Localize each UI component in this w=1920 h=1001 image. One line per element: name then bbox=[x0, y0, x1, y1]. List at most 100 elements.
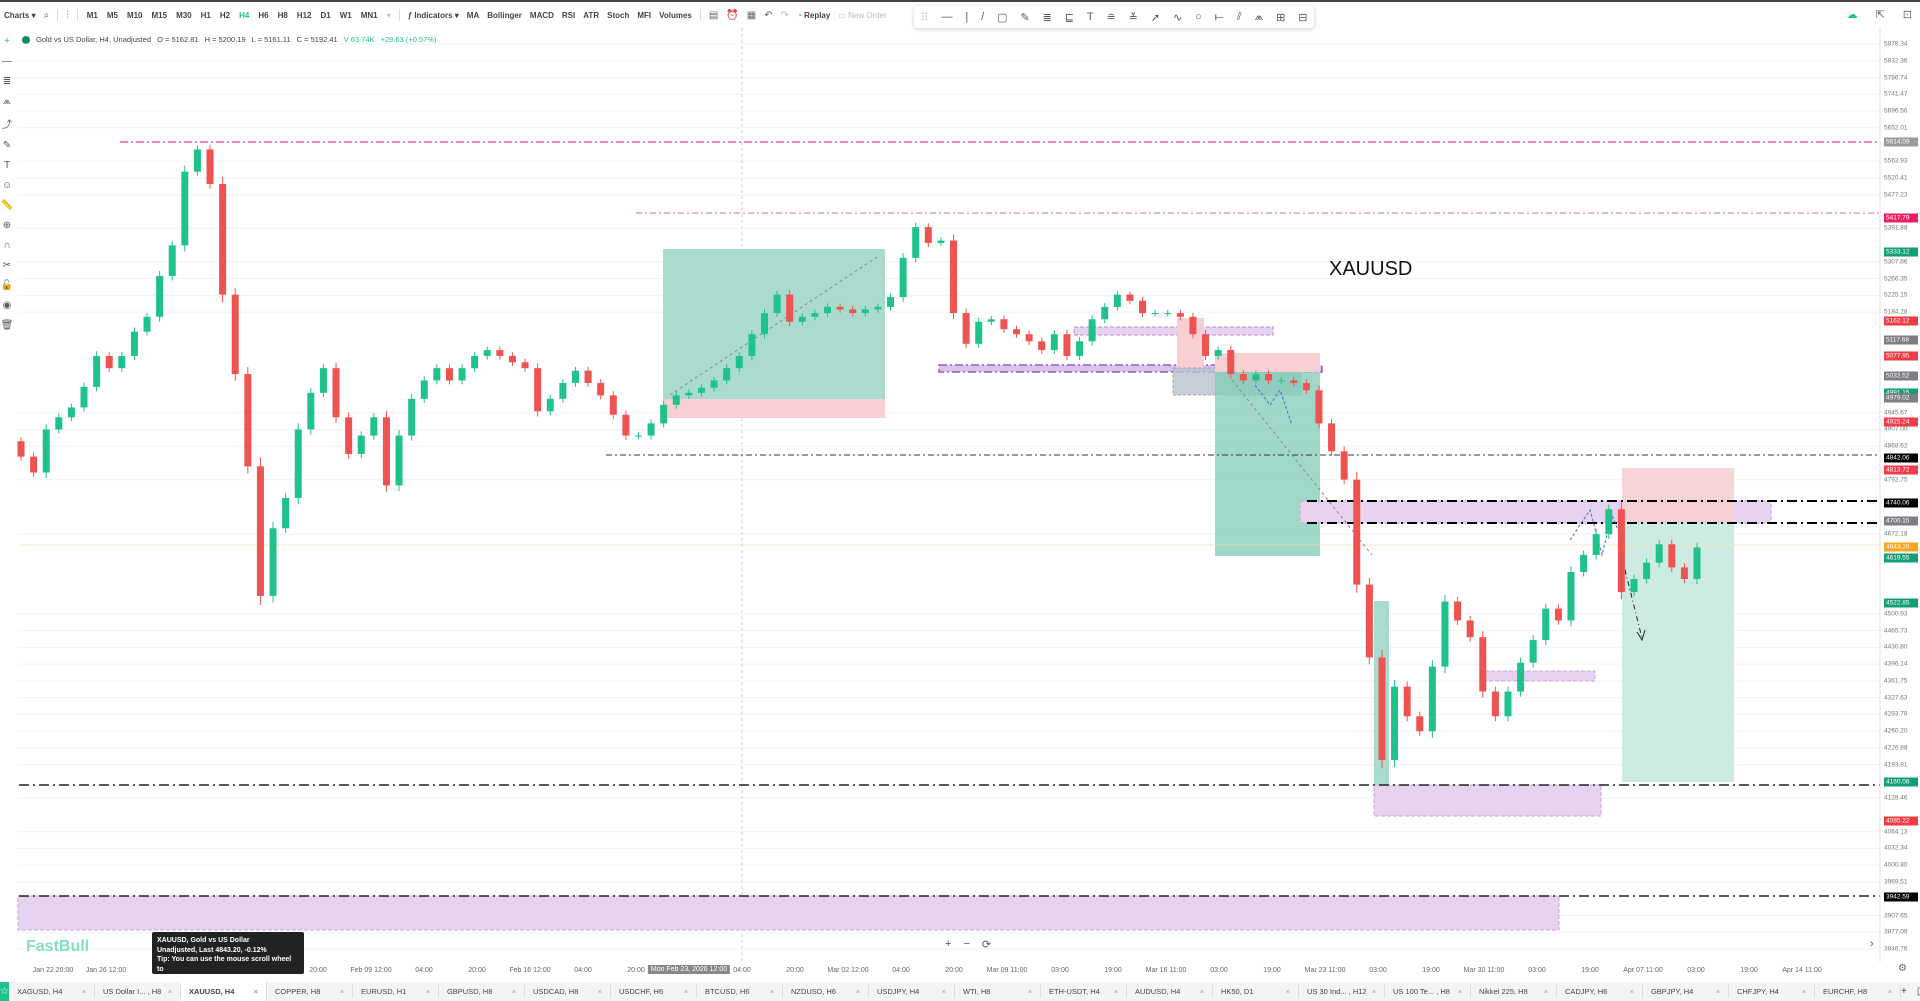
zone-double-line[interactable] bbox=[938, 364, 1323, 373]
path-icon[interactable]: ∿ bbox=[1172, 11, 1183, 24]
close-tab-icon[interactable]: × bbox=[1715, 987, 1720, 996]
chart-tab[interactable]: CADJPY, H6 × bbox=[1557, 985, 1643, 998]
short-position-icon[interactable]: ⊟ bbox=[1298, 11, 1308, 24]
close-tab-icon[interactable]: × bbox=[683, 987, 688, 996]
zoom-in-button[interactable]: + bbox=[945, 938, 952, 950]
close-tab-icon[interactable]: × bbox=[1113, 987, 1118, 996]
long-position-stop[interactable] bbox=[663, 399, 885, 418]
chart-tab[interactable]: GBPUSD, H8 × bbox=[439, 985, 525, 998]
timeframe-more[interactable]: ▾ bbox=[386, 10, 391, 20]
brush-tool-icon[interactable]: ✎ bbox=[2, 140, 12, 151]
share-icon[interactable]: ⇱ bbox=[1875, 9, 1885, 21]
close-tab-icon[interactable]: × bbox=[253, 987, 258, 996]
indicator-ma[interactable]: MA bbox=[466, 10, 480, 20]
lock-drawings-icon[interactable]: ✂ bbox=[2, 260, 12, 271]
close-tab-icon[interactable]: × bbox=[167, 987, 172, 996]
crosshair-icon[interactable]: + bbox=[4, 36, 10, 47]
chart-tab[interactable]: USDCAD, H8 × bbox=[525, 985, 611, 998]
chart-tab[interactable]: EURUSD, H1 × bbox=[353, 985, 439, 998]
chart-tab[interactable]: Nikkei 225, H8 × bbox=[1471, 985, 1557, 998]
timeframe-h4[interactable]: H4 bbox=[239, 10, 250, 20]
chart-tab[interactable]: XAUUSD, H4 × bbox=[180, 982, 267, 1001]
chart-tab[interactable]: XAGUSD, H4 × bbox=[9, 985, 95, 998]
redo-icon[interactable]: ↷ bbox=[780, 9, 790, 21]
axis-settings-icon[interactable]: ⚙ bbox=[1898, 963, 1907, 974]
close-tab-icon[interactable]: × bbox=[1887, 987, 1892, 996]
close-tab-icon[interactable]: × bbox=[597, 987, 602, 996]
zone-upper[interactable] bbox=[1073, 326, 1274, 336]
close-tab-icon[interactable]: × bbox=[511, 987, 516, 996]
vertical-line-icon[interactable]: | bbox=[965, 11, 969, 23]
pattern-tool-icon[interactable]: ⩕ bbox=[3, 96, 11, 107]
chart-tab[interactable]: GBPJPY, H4 × bbox=[1643, 985, 1729, 998]
projection-tool-icon[interactable]: ⤴ bbox=[2, 120, 12, 131]
circle-icon[interactable]: ○ bbox=[1195, 11, 1202, 23]
reset-zoom-button[interactable]: ⟳ bbox=[981, 939, 992, 951]
fullscreen-icon[interactable]: ⊡ bbox=[1902, 9, 1912, 21]
fib-icon[interactable]: ≣ bbox=[1042, 11, 1052, 24]
short-position-1-stop[interactable] bbox=[1215, 353, 1320, 372]
timeframe-h8[interactable]: H8 bbox=[277, 10, 288, 20]
time-axis[interactable]: Jan 22 20:00 Jan 26 12:00 04:00 20:00 Feb 09… bbox=[0, 962, 1880, 981]
close-tab-icon[interactable]: × bbox=[1285, 987, 1290, 996]
scroll-right-button[interactable]: › bbox=[1870, 938, 1874, 950]
cloud-save-icon[interactable]: ☁ bbox=[1846, 9, 1858, 21]
favorite-star-icon[interactable]: ☆ bbox=[0, 982, 9, 1001]
trash-icon[interactable]: 🗑 bbox=[0, 320, 14, 331]
timeframe-d1[interactable]: D1 bbox=[320, 10, 331, 20]
rectangle-icon[interactable]: ▢ bbox=[997, 11, 1008, 24]
chart-tab[interactable]: HK50, D1 × bbox=[1213, 985, 1299, 998]
chart-tab[interactable]: WTI, H8 × bbox=[955, 985, 1041, 998]
zoom-in-icon[interactable]: ⊕ bbox=[2, 220, 12, 231]
eye-icon[interactable]: ◉ bbox=[2, 300, 12, 311]
ray-icon[interactable]: ⟝ bbox=[1214, 10, 1224, 23]
unlock-icon[interactable]: 🔓 bbox=[0, 280, 14, 291]
close-tab-icon[interactable]: × bbox=[1457, 987, 1462, 996]
close-tab-icon[interactable]: × bbox=[769, 987, 774, 996]
close-tab-icon[interactable]: × bbox=[1199, 987, 1204, 996]
chart-tab[interactable]: US 30 Ind... , H12 × bbox=[1299, 985, 1385, 998]
pitchfork-icon[interactable]: ≘ bbox=[1106, 11, 1116, 24]
zone-small[interactable] bbox=[1484, 670, 1596, 682]
candlestick-type-icon[interactable]: ⫶ bbox=[66, 9, 69, 21]
long-position-icon[interactable]: ⊞ bbox=[1276, 11, 1286, 24]
close-tab-icon[interactable]: × bbox=[1801, 987, 1806, 996]
alert-icon[interactable]: ⏰ bbox=[726, 9, 739, 21]
undo-icon[interactable]: ↶ bbox=[764, 9, 773, 21]
chart-tab[interactable]: EURCHF, H8 × bbox=[1815, 985, 1901, 998]
close-tab-icon[interactable]: × bbox=[941, 987, 946, 996]
short-position-2-target[interactable] bbox=[1622, 522, 1734, 782]
magnet-icon[interactable]: ∩ bbox=[3, 240, 11, 251]
timeframe-m1[interactable]: M1 bbox=[86, 10, 98, 20]
indicator-rsi[interactable]: RSI bbox=[561, 10, 576, 20]
arrow-icon[interactable]: ➚ bbox=[1150, 11, 1161, 24]
timeframe-h6[interactable]: H6 bbox=[258, 10, 269, 20]
timeframe-w1[interactable]: W1 bbox=[339, 10, 352, 20]
close-tab-icon[interactable]: × bbox=[1629, 987, 1634, 996]
chart-tab[interactable]: USDJPY, H4 × bbox=[869, 985, 955, 998]
zone-demand[interactable] bbox=[1373, 784, 1602, 817]
chart-tab[interactable]: CHFJPY, H4 × bbox=[1729, 985, 1815, 998]
pattern-icon[interactable]: ⩕ bbox=[1254, 10, 1264, 23]
emoji-tool-icon[interactable]: ☺ bbox=[1, 180, 13, 191]
parallel-lines-icon[interactable]: ⫽ bbox=[1236, 10, 1242, 23]
short-position-1-target[interactable] bbox=[1215, 372, 1320, 556]
chart-tab[interactable]: USDCHF, H6 × bbox=[611, 985, 697, 998]
close-tab-icon[interactable]: × bbox=[1027, 987, 1032, 996]
close-tab-icon[interactable]: × bbox=[425, 987, 430, 996]
line-tool-icon[interactable]: — bbox=[2, 56, 12, 67]
chart-tab[interactable]: US Dollar I... , H8 × bbox=[95, 985, 181, 998]
text-icon[interactable]: T bbox=[1086, 11, 1094, 23]
text-tool-icon[interactable]: T bbox=[3, 160, 11, 171]
trend-line-icon[interactable]: / bbox=[981, 11, 985, 23]
indicator-volumes[interactable]: Volumes bbox=[659, 10, 692, 20]
indicator-macd[interactable]: MACD bbox=[529, 10, 554, 20]
close-tab-icon[interactable]: × bbox=[1371, 987, 1376, 996]
gann-icon[interactable]: ≚ bbox=[1128, 11, 1138, 24]
indicators-button[interactable]: ƒ Indicators ▾ bbox=[407, 10, 459, 20]
horizontal-line-icon[interactable]: — bbox=[941, 11, 953, 23]
new-order-button[interactable]: ▭ New Order bbox=[838, 10, 887, 20]
add-tab-icon[interactable]: + bbox=[1900, 986, 1907, 997]
close-tab-icon[interactable]: × bbox=[81, 987, 86, 996]
short-position-2-stop[interactable] bbox=[1622, 468, 1734, 522]
